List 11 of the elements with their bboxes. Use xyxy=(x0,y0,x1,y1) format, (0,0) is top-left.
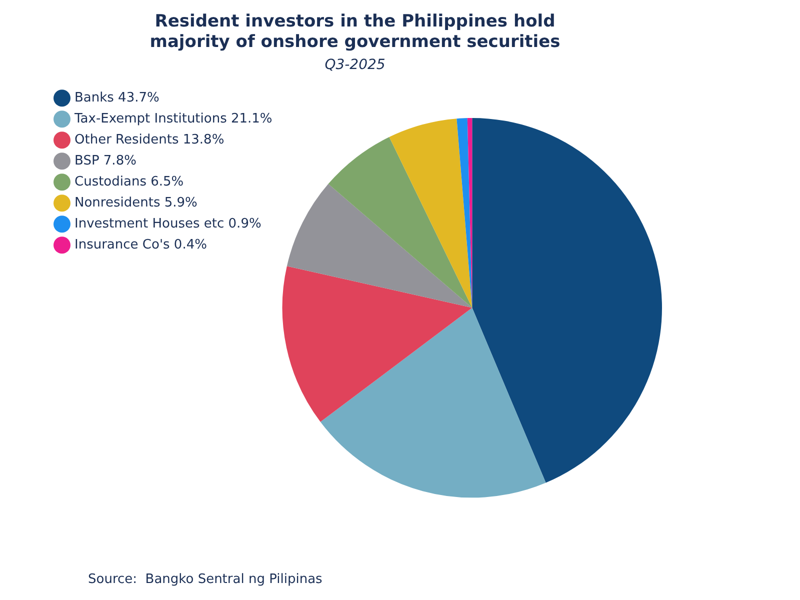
legend-label: Banks 43.7% xyxy=(74,90,160,106)
chart-subtitle: Q3-2025 xyxy=(324,56,386,73)
chart-title: Resident investors in the Philippines hold majority of onshore government securities xyxy=(150,12,560,52)
legend-label: Nonresidents 5.9% xyxy=(74,195,198,210)
legend-label: Other Residents 13.8% xyxy=(74,132,224,148)
legend-label: Investment Houses etc 0.9% xyxy=(74,216,262,232)
legend-label: BSP 7.8% xyxy=(74,153,136,168)
legend-label: Insurance Co's 0.4% xyxy=(74,237,207,252)
legend-label: Custodians 6.5% xyxy=(74,174,184,190)
source-note: Source: Bangko Sentral ng Pilipinas xyxy=(88,572,323,587)
legend-label: Tax-Exempt Institutions 21.1% xyxy=(74,111,272,126)
